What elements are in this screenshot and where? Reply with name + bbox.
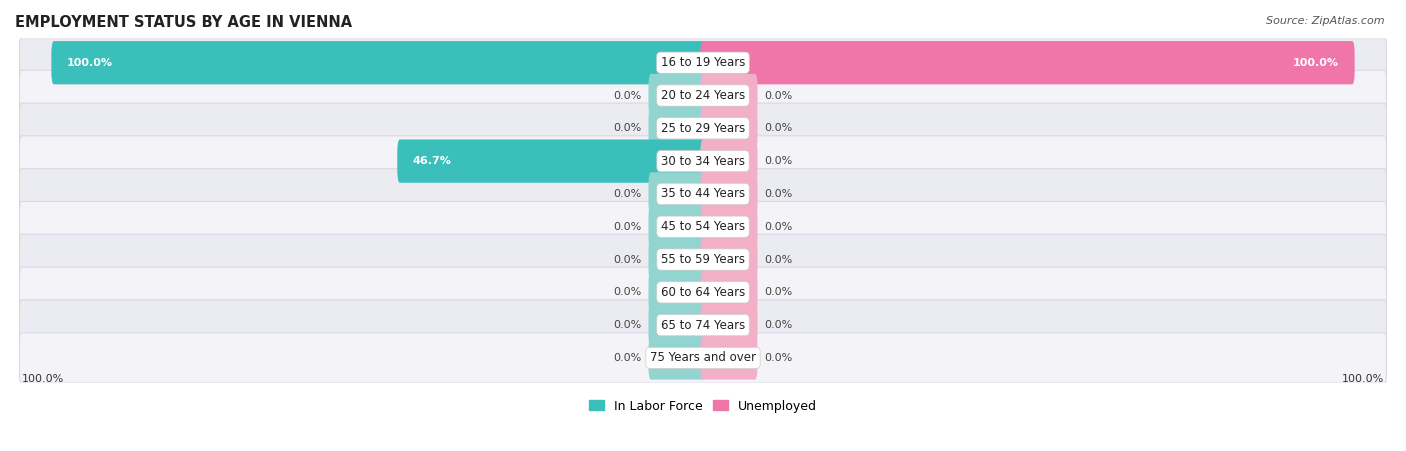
Text: 60 to 64 Years: 60 to 64 Years: [661, 286, 745, 299]
FancyBboxPatch shape: [648, 205, 706, 249]
Text: 100.0%: 100.0%: [1343, 374, 1385, 384]
FancyBboxPatch shape: [20, 103, 1386, 154]
Legend: In Labor Force, Unemployed: In Labor Force, Unemployed: [583, 395, 823, 418]
FancyBboxPatch shape: [648, 172, 706, 216]
FancyBboxPatch shape: [648, 107, 706, 150]
Text: 0.0%: 0.0%: [613, 91, 641, 101]
Text: 0.0%: 0.0%: [765, 287, 793, 297]
FancyBboxPatch shape: [700, 107, 758, 150]
FancyBboxPatch shape: [700, 205, 758, 249]
Text: 0.0%: 0.0%: [765, 353, 793, 363]
FancyBboxPatch shape: [20, 333, 1386, 383]
Text: 0.0%: 0.0%: [613, 189, 641, 199]
FancyBboxPatch shape: [700, 238, 758, 281]
Text: 100.0%: 100.0%: [21, 374, 63, 384]
Text: 35 to 44 Years: 35 to 44 Years: [661, 188, 745, 200]
Text: 100.0%: 100.0%: [67, 58, 112, 68]
Text: 0.0%: 0.0%: [613, 287, 641, 297]
Text: 65 to 74 Years: 65 to 74 Years: [661, 319, 745, 331]
Text: 0.0%: 0.0%: [765, 222, 793, 232]
Text: 55 to 59 Years: 55 to 59 Years: [661, 253, 745, 266]
FancyBboxPatch shape: [20, 234, 1386, 285]
FancyBboxPatch shape: [648, 336, 706, 380]
Text: 0.0%: 0.0%: [765, 320, 793, 330]
Text: 0.0%: 0.0%: [765, 156, 793, 166]
Text: 16 to 19 Years: 16 to 19 Years: [661, 56, 745, 69]
Text: 0.0%: 0.0%: [765, 123, 793, 133]
Text: 0.0%: 0.0%: [613, 123, 641, 133]
Text: 0.0%: 0.0%: [765, 254, 793, 265]
FancyBboxPatch shape: [52, 41, 706, 84]
Text: Source: ZipAtlas.com: Source: ZipAtlas.com: [1267, 16, 1385, 26]
FancyBboxPatch shape: [700, 41, 1354, 84]
FancyBboxPatch shape: [700, 172, 758, 216]
FancyBboxPatch shape: [20, 136, 1386, 186]
FancyBboxPatch shape: [20, 202, 1386, 252]
Text: 0.0%: 0.0%: [765, 91, 793, 101]
Text: 100.0%: 100.0%: [1294, 58, 1339, 68]
FancyBboxPatch shape: [648, 238, 706, 281]
Text: 46.7%: 46.7%: [413, 156, 451, 166]
FancyBboxPatch shape: [398, 139, 706, 183]
Text: 0.0%: 0.0%: [613, 222, 641, 232]
FancyBboxPatch shape: [648, 304, 706, 347]
FancyBboxPatch shape: [700, 74, 758, 117]
FancyBboxPatch shape: [20, 70, 1386, 121]
FancyBboxPatch shape: [700, 304, 758, 347]
Text: 20 to 24 Years: 20 to 24 Years: [661, 89, 745, 102]
Text: 0.0%: 0.0%: [613, 353, 641, 363]
Text: EMPLOYMENT STATUS BY AGE IN VIENNA: EMPLOYMENT STATUS BY AGE IN VIENNA: [15, 15, 352, 30]
FancyBboxPatch shape: [700, 336, 758, 380]
Text: 45 to 54 Years: 45 to 54 Years: [661, 220, 745, 233]
FancyBboxPatch shape: [648, 74, 706, 117]
Text: 30 to 34 Years: 30 to 34 Years: [661, 155, 745, 168]
Text: 0.0%: 0.0%: [765, 189, 793, 199]
Text: 25 to 29 Years: 25 to 29 Years: [661, 122, 745, 135]
Text: 0.0%: 0.0%: [613, 254, 641, 265]
FancyBboxPatch shape: [20, 300, 1386, 350]
FancyBboxPatch shape: [700, 139, 758, 183]
FancyBboxPatch shape: [648, 271, 706, 314]
Text: 0.0%: 0.0%: [613, 320, 641, 330]
Text: 75 Years and over: 75 Years and over: [650, 351, 756, 364]
FancyBboxPatch shape: [20, 169, 1386, 219]
FancyBboxPatch shape: [700, 271, 758, 314]
FancyBboxPatch shape: [20, 267, 1386, 318]
FancyBboxPatch shape: [20, 37, 1386, 88]
